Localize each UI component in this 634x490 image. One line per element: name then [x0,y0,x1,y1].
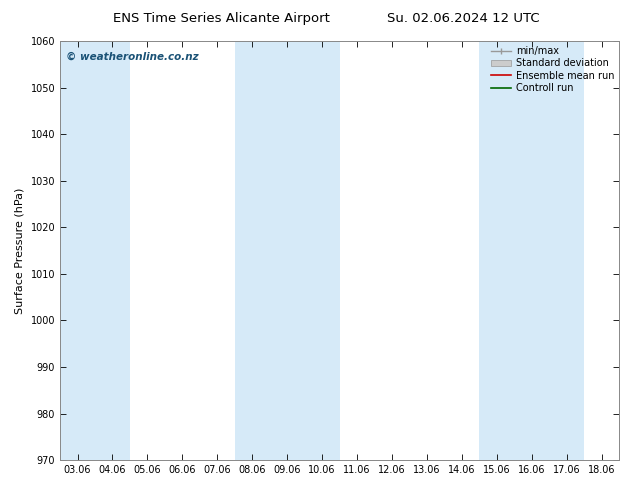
Legend: min/max, Standard deviation, Ensemble mean run, Controll run: min/max, Standard deviation, Ensemble me… [489,44,616,95]
Bar [60,41,130,460]
Y-axis label: Surface Pressure (hPa): Surface Pressure (hPa) [15,187,25,314]
Bar [479,41,584,460]
Text: ENS Time Series Alicante Airport: ENS Time Series Alicante Airport [113,12,330,25]
Bar [235,41,340,460]
Text: © weatheronline.co.nz: © weatheronline.co.nz [66,51,198,62]
Text: Su. 02.06.2024 12 UTC: Su. 02.06.2024 12 UTC [387,12,539,25]
